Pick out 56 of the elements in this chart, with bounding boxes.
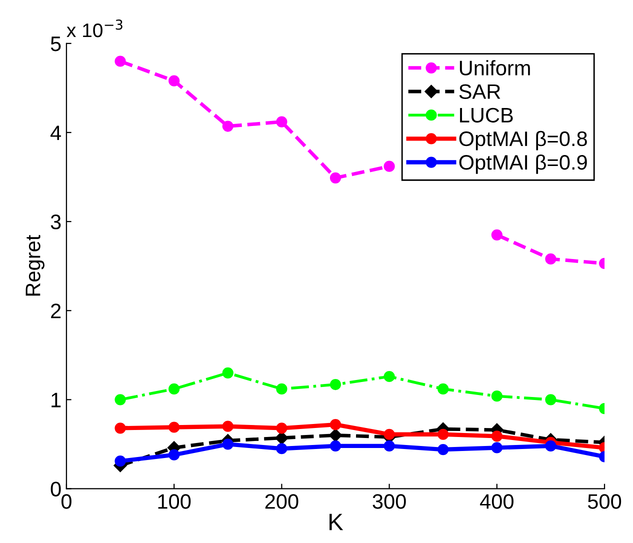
point xyxy=(114,456,126,467)
point xyxy=(491,390,502,402)
legend-label: OptMAI β=0.9 xyxy=(459,154,587,174)
point xyxy=(438,444,449,456)
point xyxy=(384,370,395,382)
point xyxy=(222,420,234,432)
point xyxy=(545,253,556,264)
point xyxy=(114,394,126,406)
point xyxy=(168,75,180,86)
point xyxy=(276,422,288,434)
text: x 10$^{−3}$ xyxy=(66,19,122,38)
point xyxy=(275,431,288,445)
legend-label: OptMAI β=0.8 xyxy=(459,130,587,150)
legend-label: Uniform xyxy=(460,60,530,76)
point xyxy=(330,440,342,452)
point xyxy=(114,56,126,67)
point xyxy=(168,449,180,460)
point xyxy=(384,428,395,440)
y-tick-label: 2 xyxy=(51,304,61,318)
y-tick-label: 4 xyxy=(50,126,61,140)
x-tick-label: 500 xyxy=(588,494,622,509)
point xyxy=(438,428,449,440)
x-axis-title: K xyxy=(330,514,344,530)
point xyxy=(222,367,234,378)
x-tick-label: 400 xyxy=(480,494,514,509)
point xyxy=(222,438,234,450)
point xyxy=(491,430,502,442)
point xyxy=(328,428,342,442)
point xyxy=(168,383,180,395)
point xyxy=(545,394,556,406)
x-tick-label: 0 xyxy=(61,494,72,509)
point xyxy=(330,378,342,390)
point xyxy=(330,419,342,430)
y-tick-label: 0 xyxy=(50,482,61,496)
x-tick-label: 300 xyxy=(372,494,406,509)
point xyxy=(276,383,288,395)
point xyxy=(438,383,449,395)
y-tick-label: 3 xyxy=(50,214,61,230)
point xyxy=(222,120,234,132)
point xyxy=(168,422,180,433)
point xyxy=(491,229,502,240)
y-tick-label: 5 xyxy=(50,36,61,52)
point xyxy=(545,440,556,452)
x-tick-label: 100 xyxy=(158,494,191,509)
point xyxy=(276,443,288,454)
legend-label: SAR xyxy=(459,84,500,99)
point xyxy=(384,440,395,452)
point xyxy=(276,116,288,128)
point xyxy=(330,172,342,184)
legend-label: LUCB xyxy=(460,108,513,123)
point xyxy=(384,160,395,172)
y-tick-label: 1 xyxy=(52,392,61,408)
y-axis-title: Regret xyxy=(26,234,44,296)
x-tick-label: 200 xyxy=(265,494,298,509)
point xyxy=(114,422,126,434)
point xyxy=(491,442,502,454)
